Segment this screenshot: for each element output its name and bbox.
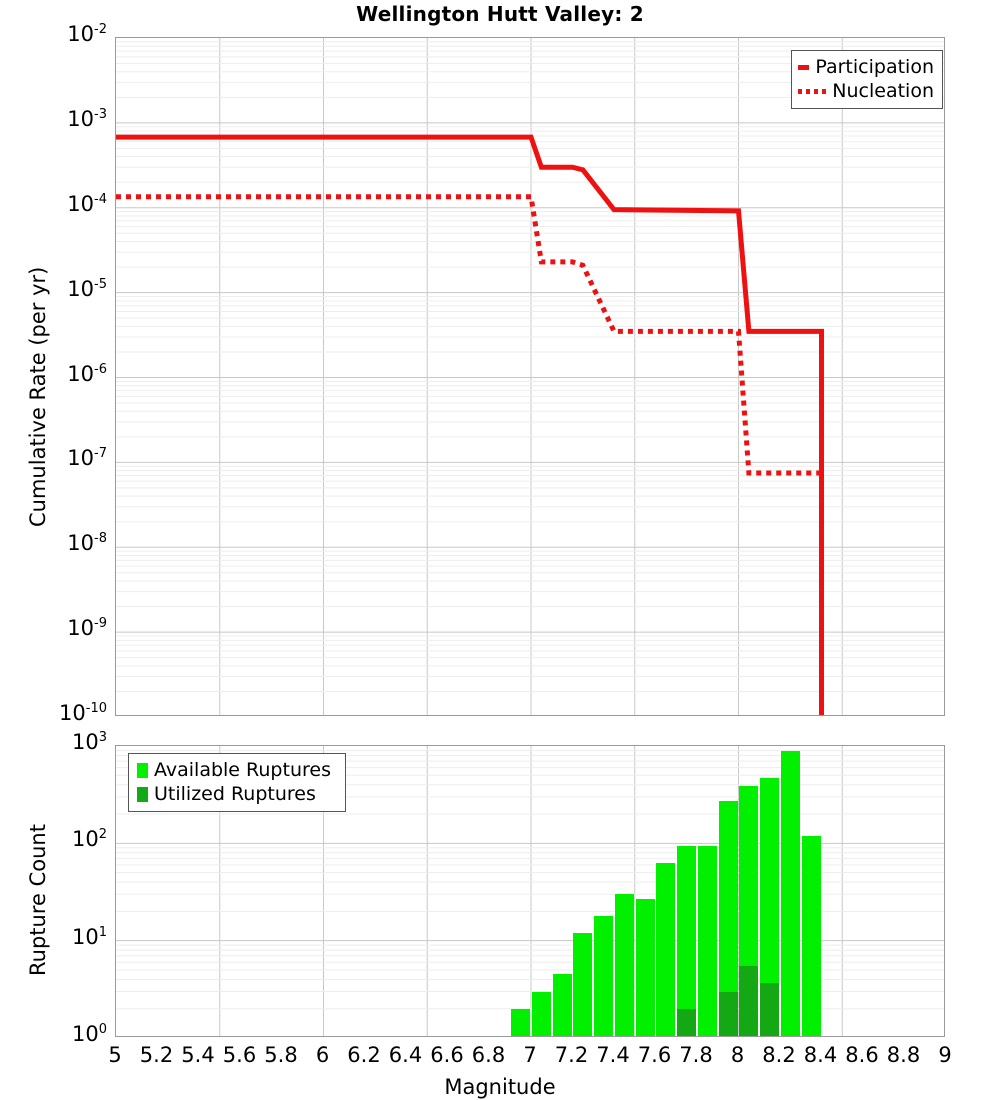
utilized-segment [677, 1008, 697, 1036]
legend-item[interactable]: Participation [798, 55, 934, 79]
top-gridlines [116, 38, 944, 715]
y-tick-top--7: 10-7 [67, 446, 107, 471]
rupture-bar [718, 801, 738, 1036]
y-tick-top--5: 10-5 [67, 276, 107, 301]
x-tick-8-6: 8.6 [845, 1043, 879, 1067]
y-tick-top--2: 10-2 [67, 22, 107, 46]
x-tick-5-4: 5.4 [181, 1043, 215, 1067]
legend-label: Participation [815, 56, 934, 78]
x-tick-8-4: 8.4 [803, 1043, 838, 1067]
bar-container [116, 746, 944, 1036]
x-tick-7-4: 7.4 [596, 1043, 630, 1067]
rupture-bar [677, 846, 697, 1036]
legend-item[interactable]: Utilized Ruptures [135, 782, 337, 806]
utilized-segment [739, 965, 759, 1036]
top-y-axis-title: Cumulative Rate (per yr) [26, 266, 50, 527]
x-tick-7-6: 7.6 [637, 1043, 672, 1067]
x-tick-5: 5 [108, 1043, 122, 1067]
x-tick-6-4: 6.4 [388, 1043, 423, 1067]
x-tick-6-8: 6.8 [471, 1043, 506, 1067]
rupture-bar [511, 1008, 531, 1036]
y-tick-bottom-1: 101 [71, 924, 107, 949]
x-tick-7-2: 7.2 [554, 1043, 589, 1067]
cumulative-rate-plot [115, 37, 945, 716]
y-tick-top--10: 10-10 [59, 701, 107, 725]
rupture-bar [697, 846, 717, 1036]
rupture-bar [594, 915, 614, 1036]
legend-label: Utilized Ruptures [154, 783, 316, 805]
rupture-bar [531, 991, 551, 1036]
y-tick-bottom-2: 102 [71, 827, 107, 852]
rate-curves [116, 134, 824, 715]
y-tick-top--9: 10-9 [67, 616, 107, 641]
rupture-bar [635, 898, 655, 1036]
x-tick-6-6: 6.6 [430, 1043, 464, 1067]
rupture-bar [760, 777, 780, 1036]
legend-item[interactable]: Nucleation [798, 79, 934, 103]
y-tick-top--3: 10-3 [67, 106, 107, 131]
x-tick-7: 7 [523, 1043, 537, 1067]
y-tick-top--4: 10-4 [67, 191, 107, 216]
rupture-bar [614, 894, 634, 1036]
x-tick-5-2: 5.2 [139, 1043, 174, 1067]
page-title: Wellington Hutt Valley: 2 [356, 2, 644, 26]
y-tick-bottom-0: 100 [71, 1022, 107, 1046]
utilized-segment [760, 982, 780, 1036]
x-tick-8-8: 8.8 [886, 1043, 921, 1067]
y-tick-top--8: 10-8 [67, 531, 107, 556]
x-tick-7-8: 7.8 [679, 1043, 713, 1067]
x-tick-5-8: 5.8 [264, 1043, 298, 1067]
x-tick-8: 8 [730, 1043, 745, 1067]
top-legend[interactable]: Participation Nucleation [791, 50, 943, 109]
legend-item[interactable]: Available Ruptures [135, 758, 337, 782]
bottom-legend[interactable]: Available Ruptures Utilized Ruptures [128, 753, 346, 812]
x-tick-6: 6 [315, 1043, 330, 1067]
x-tick-9: 9 [938, 1043, 952, 1067]
dotted-line-icon [798, 88, 827, 94]
y-tick-top--6: 10-6 [67, 361, 107, 386]
legend-label: Available Ruptures [154, 759, 331, 781]
y-tick-bottom-3: 103 [71, 730, 107, 754]
legend-color-swatch-icon [137, 786, 148, 802]
x-tick-6-2: 6.2 [347, 1043, 381, 1067]
rupture-bar [780, 751, 800, 1036]
x-tick-5-6: 5.6 [222, 1043, 257, 1067]
legend-color-swatch-icon [137, 762, 148, 778]
rupture-bar [739, 785, 759, 1036]
x-tick-8-2: 8.2 [762, 1043, 796, 1067]
solid-line-icon [798, 64, 810, 70]
legend-label: Nucleation [832, 80, 934, 102]
rupture-bar [552, 974, 572, 1036]
rupture-bar [656, 862, 676, 1036]
rupture-bar [573, 932, 593, 1036]
x-axis-title: Magnitude [444, 1075, 556, 1099]
utilized-segment [718, 991, 738, 1036]
rupture-bar [801, 835, 821, 1036]
